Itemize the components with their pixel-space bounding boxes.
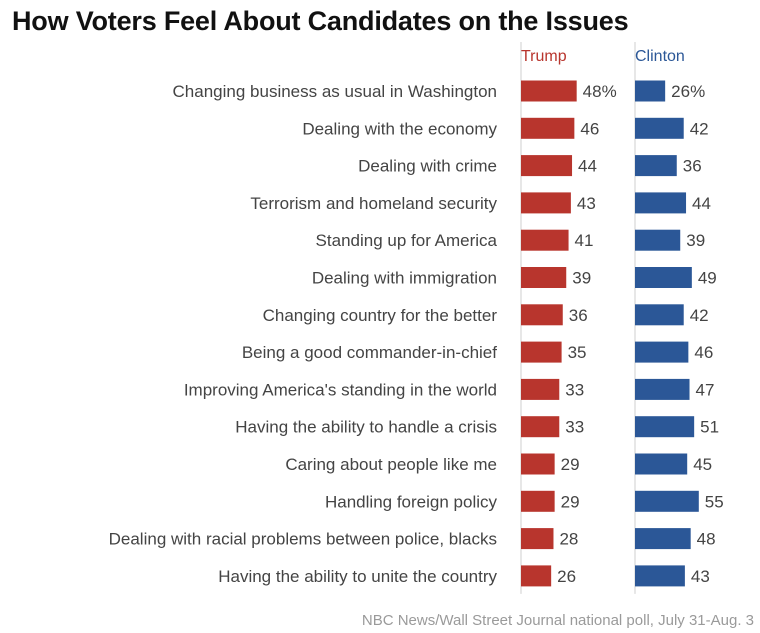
category-label: Terrorism and homeland security: [250, 194, 497, 213]
bar-clinton: [635, 453, 688, 475]
bar-trump: [521, 528, 554, 550]
bar-clinton: [635, 490, 699, 512]
value-label-clinton: 51: [700, 418, 719, 437]
category-label: Dealing with racial problems between pol…: [109, 530, 497, 549]
category-label: Caring about people like me: [285, 455, 497, 474]
bar-clinton: [635, 267, 692, 288]
value-label-trump: 33: [565, 380, 584, 399]
value-label-clinton: 55: [705, 492, 724, 511]
value-label-clinton: 36: [683, 157, 702, 176]
value-label-clinton: 44: [692, 194, 711, 213]
category-label: Having the ability to unite the country: [218, 567, 497, 586]
value-label-trump: 29: [561, 492, 580, 511]
value-label-clinton: 43: [691, 567, 710, 586]
value-label-clinton: 48: [697, 530, 716, 549]
category-label: Handling foreign policy: [325, 492, 497, 511]
bar-clinton: [635, 341, 689, 363]
bar-trump: [521, 416, 560, 438]
value-label-trump: 36: [569, 306, 588, 325]
value-label-clinton: 49: [698, 269, 717, 288]
bar-clinton: [635, 565, 685, 587]
bar-trump: [521, 155, 573, 177]
bar-clinton: [635, 192, 687, 214]
chart-title: How Voters Feel About Candidates on the …: [12, 6, 629, 36]
category-label: Having the ability to handle a crisis: [235, 418, 497, 437]
value-label-clinton: 26%: [671, 82, 705, 101]
category-label: Standing up for America: [316, 231, 498, 250]
value-label-trump: 41: [575, 231, 594, 250]
category-label: Dealing with immigration: [312, 269, 497, 288]
value-label-trump: 44: [578, 157, 597, 176]
bar-trump: [521, 229, 569, 251]
value-label-clinton: 42: [690, 119, 709, 138]
bar-clinton: [635, 528, 691, 550]
bar-trump: [521, 453, 555, 475]
value-label-trump: 26: [557, 567, 576, 586]
bar-trump: [521, 117, 575, 139]
category-label: Improving America's standing in the worl…: [184, 380, 497, 399]
value-label-trump: 43: [577, 194, 596, 213]
bar-trump: [521, 565, 552, 587]
value-label-clinton: 45: [693, 455, 712, 474]
category-label: Changing business as usual in Washington: [173, 82, 497, 101]
bar-trump: [521, 378, 560, 400]
bar-trump: [521, 80, 577, 102]
bar-trump: [521, 304, 563, 326]
value-label-trump: 46: [580, 119, 599, 138]
source-note: NBC News/Wall Street Journal national po…: [361, 612, 754, 629]
bar-clinton: [635, 229, 681, 251]
category-label: Changing country for the better: [263, 306, 498, 325]
bar-trump: [521, 341, 562, 363]
bar-trump: [521, 490, 555, 512]
value-label-trump: 39: [572, 269, 591, 288]
bar-clinton: [635, 416, 695, 438]
legend-clinton: Clinton: [635, 48, 685, 65]
legend-trump: Trump: [521, 48, 567, 65]
category-label: Dealing with crime: [358, 157, 497, 176]
value-label-clinton: 39: [686, 231, 705, 250]
value-label-trump: 33: [565, 418, 584, 437]
bar-clinton: [635, 80, 666, 102]
value-label-trump: 28: [559, 530, 578, 549]
value-label-trump: 48%: [583, 82, 617, 101]
bar-clinton: [635, 155, 677, 177]
bar-clinton: [635, 304, 684, 326]
bar-trump: [521, 267, 567, 288]
value-label-clinton: 42: [690, 306, 709, 325]
value-label-trump: 35: [568, 343, 587, 362]
category-label: Being a good commander-in-chief: [242, 343, 497, 362]
bar-trump: [521, 192, 571, 214]
value-label-trump: 29: [561, 455, 580, 474]
category-label: Dealing with the economy: [302, 119, 497, 138]
value-label-clinton: 47: [696, 380, 715, 399]
value-label-clinton: 46: [694, 343, 713, 362]
bar-clinton: [635, 117, 684, 139]
bar-clinton: [635, 378, 690, 400]
